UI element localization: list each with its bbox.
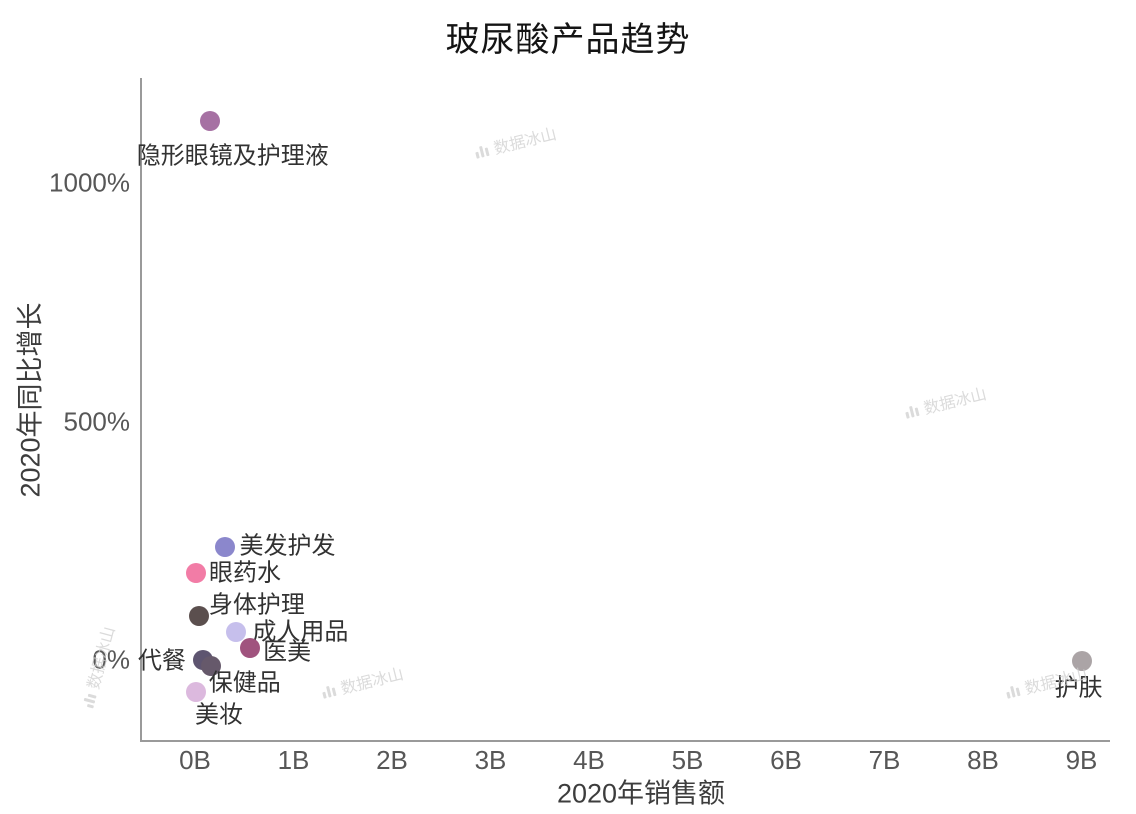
chart-title: 玻尿酸产品趋势	[445, 21, 691, 59]
x-axis-tick-label: 7B	[868, 745, 901, 775]
x-axis-tick-label: 1B	[277, 745, 310, 775]
y-axis-line	[140, 78, 142, 741]
watermark: 数据冰山	[318, 660, 405, 704]
scatter-point[interactable]	[1071, 650, 1092, 671]
watermark-text: 数据冰山	[922, 386, 989, 418]
point-label: 医美	[263, 638, 312, 666]
point-label: 隐形眼镜及护理液	[136, 142, 329, 170]
x-axis-tick-label: 3B	[474, 745, 507, 775]
x-axis-tick-label: 5B	[671, 745, 704, 775]
scatter-point[interactable]	[185, 681, 206, 702]
y-axis-tick-label: 1000%	[49, 167, 130, 198]
point-label: 美发护发	[239, 532, 336, 560]
scatter-point[interactable]	[188, 606, 209, 627]
y-axis-tick-label: 0%	[92, 644, 130, 675]
scatter-point[interactable]	[199, 110, 220, 131]
watermark-logo-icon	[1006, 685, 1021, 699]
point-label: 美妆	[194, 701, 243, 729]
watermark-logo-icon	[83, 693, 96, 709]
y-axis-title: 2020年同比增长	[15, 302, 46, 498]
x-axis-tick-label: 2B	[376, 745, 408, 775]
y-axis-tick-label: 500%	[63, 406, 131, 436]
scatter-point[interactable]	[226, 621, 247, 642]
watermark-logo-icon	[905, 405, 920, 419]
watermark-logo-icon	[475, 145, 490, 159]
x-axis-tick-label: 8B	[967, 745, 999, 775]
watermark: 数据冰山	[471, 120, 558, 164]
x-axis-tick-label: 4B	[573, 745, 605, 775]
watermark: 数据冰山	[901, 380, 988, 424]
point-label: 身体护理	[208, 591, 305, 619]
scatter-point[interactable]	[214, 536, 235, 557]
point-label: 保健品	[208, 669, 281, 697]
x-axis-tick-label: 9B	[1065, 745, 1098, 775]
scatter-point[interactable]	[185, 563, 206, 584]
scatter-point[interactable]	[240, 638, 261, 659]
scatter-point[interactable]	[200, 655, 221, 676]
x-axis-title: 2020年销售额	[556, 778, 726, 809]
watermark-logo-icon	[322, 685, 337, 699]
point-label: 眼药水	[208, 559, 281, 587]
watermark-text: 数据冰山	[492, 126, 559, 158]
point-label: 代餐	[137, 647, 186, 675]
watermark-text: 数据冰山	[339, 666, 406, 698]
point-label: 护肤	[1054, 674, 1103, 702]
x-axis-tick-label: 6B	[770, 745, 802, 775]
x-axis-line	[140, 740, 1110, 742]
x-axis-tick-label: 0B	[179, 745, 211, 775]
point-label: 成人用品	[252, 618, 349, 646]
